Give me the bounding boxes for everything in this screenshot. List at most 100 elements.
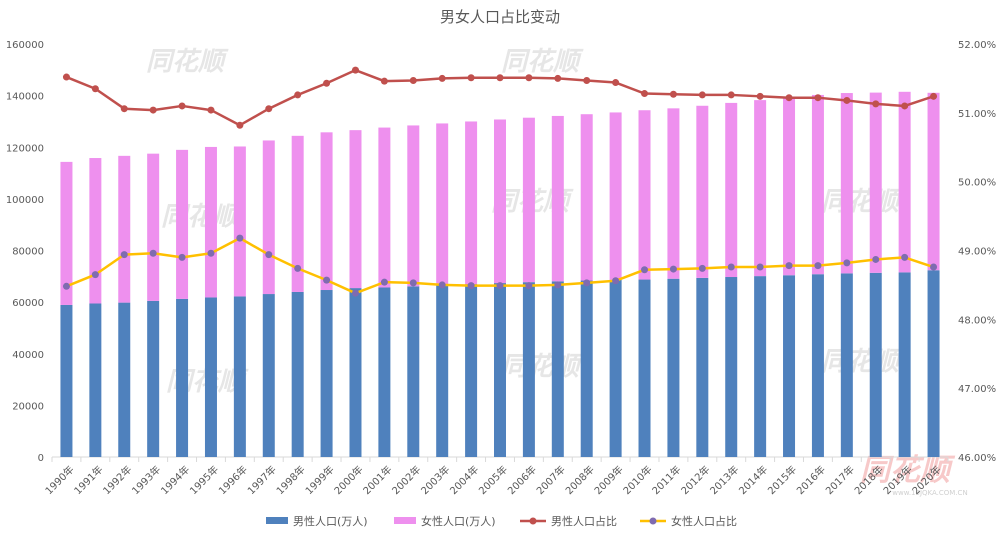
bar-male-population <box>407 286 420 457</box>
y-left-tick-label: 0 <box>38 453 44 464</box>
bar-male-population <box>378 287 391 457</box>
x-tick-label: 1998年 <box>273 463 307 497</box>
watermark-text: 同花顺 <box>146 47 229 77</box>
y-right-tick-label: 52.00% <box>958 40 996 51</box>
male-ratio-point <box>496 74 504 82</box>
bar-female-population <box>465 121 478 285</box>
bar-female-population <box>551 115 564 282</box>
y-left-tick-label: 20000 <box>12 401 44 412</box>
x-tick-label: 2008年 <box>563 463 597 497</box>
female-ratio-point <box>236 234 244 242</box>
bar-male-population <box>291 291 304 457</box>
female-ratio-point <box>62 282 70 290</box>
female-ratio-point <box>265 251 273 259</box>
watermark-text: 同花顺 <box>821 347 904 377</box>
x-tick-label: 2001年 <box>360 463 394 497</box>
bar-male-population <box>783 275 796 457</box>
female-ratio-point <box>930 263 938 271</box>
male-ratio-point <box>438 74 446 82</box>
legend-male-population-swatch <box>266 517 288 524</box>
y-left-tick-label: 160000 <box>6 40 44 51</box>
male-ratio-point <box>149 106 157 114</box>
bar-male-population <box>667 278 680 457</box>
bar-male-population <box>609 279 622 457</box>
bar-female-population <box>754 100 767 277</box>
x-tick-label: 2017年 <box>823 463 857 497</box>
bar-male-population <box>60 304 73 457</box>
male-ratio-point <box>554 74 562 82</box>
bar-female-population <box>233 146 246 297</box>
male-ratio-point <box>785 94 793 102</box>
x-tick-label: 1992年 <box>100 463 134 497</box>
male-ratio-point <box>872 100 880 108</box>
male-ratio-point <box>583 76 591 84</box>
bar-female-population <box>667 108 680 279</box>
bar-male-population <box>811 274 824 457</box>
male-ratio-point <box>930 92 938 100</box>
bar-female-population <box>89 158 102 304</box>
bar-male-population <box>494 283 506 457</box>
bar-female-population <box>869 92 882 273</box>
bar-male-population <box>551 281 564 457</box>
male-ratio-point <box>351 66 359 74</box>
male-ratio-point <box>91 85 99 93</box>
legend-female-ratio-label: 女性人口占比 <box>671 514 737 528</box>
x-tick-label: 2012年 <box>678 463 712 497</box>
x-tick-label: 2000年 <box>331 463 365 497</box>
bar-female-population <box>147 153 160 301</box>
female-ratio-point <box>872 255 880 263</box>
x-tick-label: 2007年 <box>534 463 568 497</box>
chart-title: 男女人口占比变动 <box>440 8 560 26</box>
x-tick-label: 1995年 <box>187 463 221 497</box>
female-ratio-point <box>409 279 417 287</box>
female-ratio-point <box>641 266 649 274</box>
female-ratio-point <box>698 264 706 272</box>
bar-female-population <box>898 91 911 273</box>
watermark-text: 同花顺 <box>161 202 244 232</box>
bar-female-population <box>60 161 73 305</box>
x-tick-label: 1997年 <box>245 463 279 497</box>
legend: 男性人口(万人) 女性人口(万人) 男性人口占比 女性人口占比 <box>266 514 737 528</box>
male-ratio-point <box>756 92 764 100</box>
male-ratio-point <box>901 102 909 110</box>
bar-male-population <box>522 282 535 457</box>
y-right-tick-label: 51.00% <box>958 109 996 120</box>
legend-female-ratio-marker <box>649 517 657 525</box>
y-left-tick-label: 120000 <box>6 143 44 154</box>
y-right-tick-label: 48.00% <box>958 315 996 326</box>
bar-female-population <box>811 94 824 275</box>
male-ratio-point <box>207 106 215 114</box>
x-tick-label: 2011年 <box>649 463 683 497</box>
bar-male-population <box>465 284 478 457</box>
bar-female-population <box>262 140 275 295</box>
watermark-text: 同花顺 <box>821 187 904 217</box>
male-ratio-point <box>467 74 475 82</box>
y-left-tick-label: 40000 <box>12 350 44 361</box>
male-ratio-point <box>727 91 735 99</box>
female-ratio-point <box>438 281 446 289</box>
bar-female-population <box>118 155 131 303</box>
bar-male-population <box>927 270 940 457</box>
male-ratio-point <box>323 79 331 87</box>
x-tick-label: 2010年 <box>620 463 654 497</box>
bar-female-population <box>609 112 622 280</box>
female-ratio-point <box>294 264 302 272</box>
legend-male-ratio-marker <box>529 517 537 525</box>
watermark-text: 同花顺 <box>501 47 584 77</box>
x-tick-label: 1996年 <box>216 463 250 497</box>
bars-layer <box>60 91 940 457</box>
bar-female-population <box>696 105 709 278</box>
bar-female-population <box>204 146 217 298</box>
x-tick-label: 2004年 <box>447 463 481 497</box>
bar-female-population <box>407 125 420 287</box>
female-ratio-point <box>583 279 591 287</box>
bar-male-population <box>118 302 131 457</box>
x-tick-label: 2009年 <box>591 463 625 497</box>
bar-female-population <box>580 114 593 281</box>
female-ratio-point <box>843 259 851 267</box>
bar-male-population <box>580 280 593 457</box>
bar-male-population <box>176 298 189 457</box>
legend-female-population-label: 女性人口(万人) <box>421 514 496 528</box>
watermark-logo-text: 同花顺 <box>860 453 956 488</box>
male-ratio-point <box>698 91 706 99</box>
